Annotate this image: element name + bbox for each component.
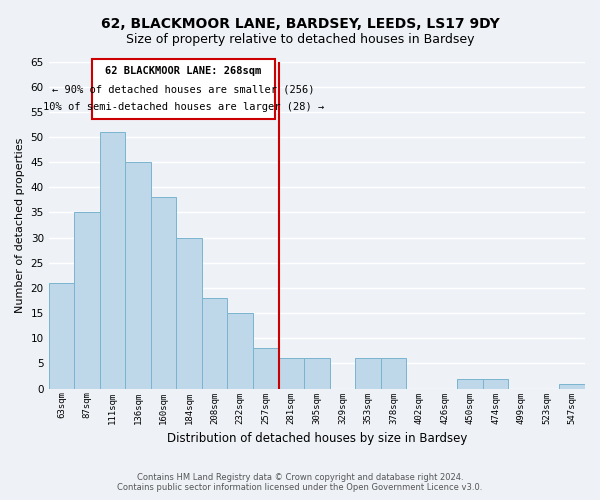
Bar xyxy=(176,238,202,388)
Bar xyxy=(457,378,483,388)
Text: 10% of semi-detached houses are larger (28) →: 10% of semi-detached houses are larger (… xyxy=(43,102,324,112)
FancyBboxPatch shape xyxy=(92,59,275,120)
Text: Size of property relative to detached houses in Bardsey: Size of property relative to detached ho… xyxy=(126,32,474,46)
Bar xyxy=(304,358,329,388)
X-axis label: Distribution of detached houses by size in Bardsey: Distribution of detached houses by size … xyxy=(167,432,467,445)
Text: ← 90% of detached houses are smaller (256): ← 90% of detached houses are smaller (25… xyxy=(52,84,314,94)
Bar xyxy=(74,212,100,388)
Bar xyxy=(202,298,227,388)
Text: 62 BLACKMOOR LANE: 268sqm: 62 BLACKMOOR LANE: 268sqm xyxy=(105,66,262,76)
Text: 62, BLACKMOOR LANE, BARDSEY, LEEDS, LS17 9DY: 62, BLACKMOOR LANE, BARDSEY, LEEDS, LS17… xyxy=(101,18,499,32)
Bar xyxy=(483,378,508,388)
Bar xyxy=(559,384,585,388)
Bar xyxy=(125,162,151,388)
Text: Contains HM Land Registry data © Crown copyright and database right 2024.
Contai: Contains HM Land Registry data © Crown c… xyxy=(118,473,482,492)
Bar xyxy=(278,358,304,388)
Bar xyxy=(380,358,406,388)
Bar xyxy=(227,313,253,388)
Bar xyxy=(253,348,278,389)
Bar xyxy=(151,198,176,388)
Y-axis label: Number of detached properties: Number of detached properties xyxy=(15,138,25,313)
Bar xyxy=(355,358,380,388)
Bar xyxy=(100,132,125,388)
Bar xyxy=(49,283,74,389)
